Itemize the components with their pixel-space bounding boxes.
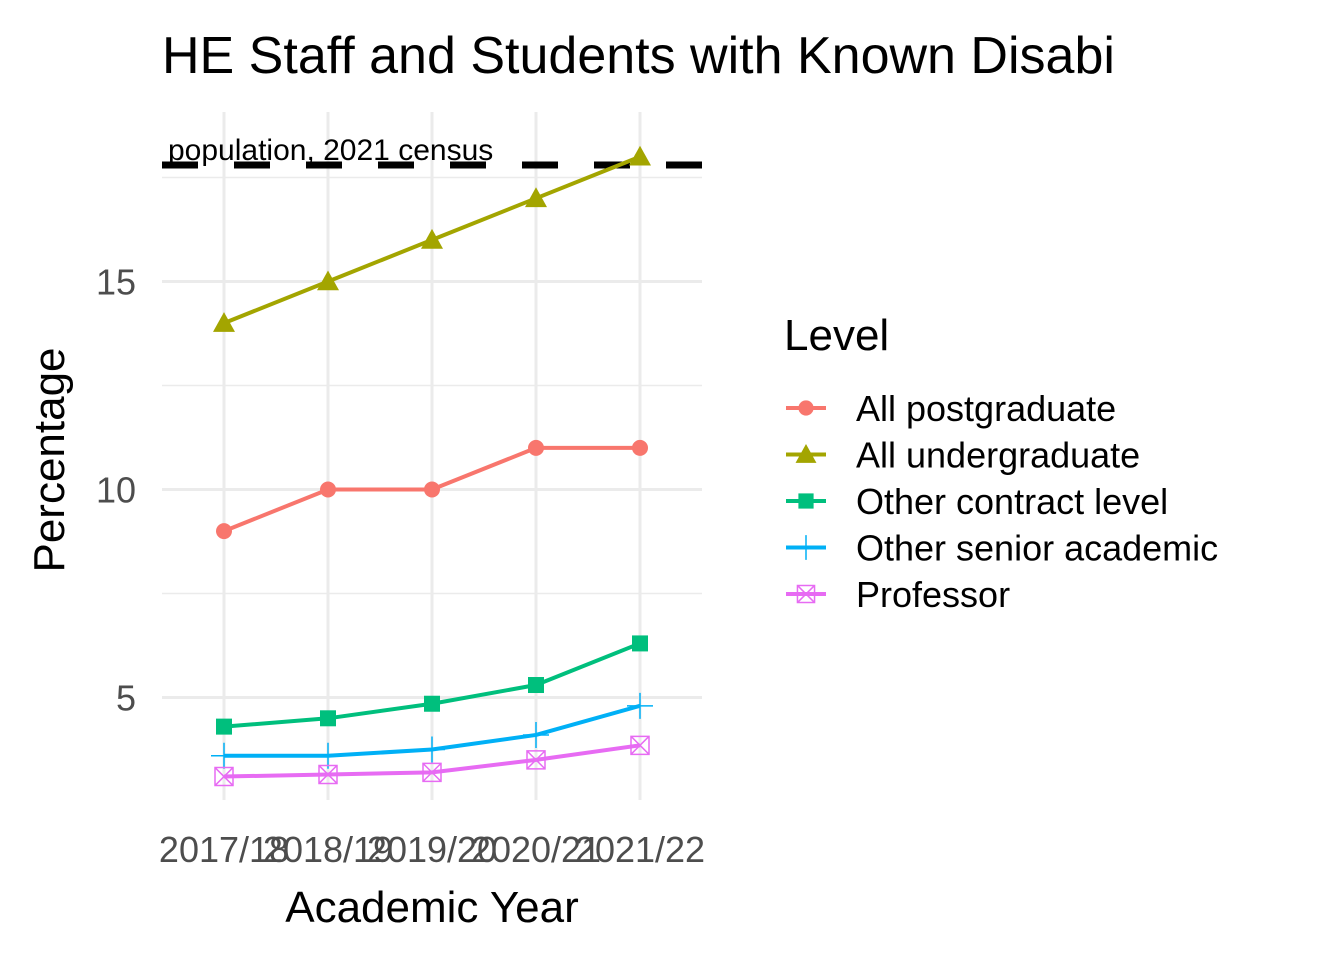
data-point-professor bbox=[318, 764, 338, 785]
data-point-all-undergraduate bbox=[317, 270, 339, 291]
data-point-other-senior-academic bbox=[523, 721, 549, 748]
series-other-senior-academic bbox=[211, 692, 653, 769]
data-point-all-undergraduate bbox=[213, 312, 235, 332]
series-group bbox=[211, 145, 653, 787]
x-tick-label: 2018/19 bbox=[263, 829, 393, 870]
data-point-professor bbox=[214, 766, 234, 787]
data-point-professor bbox=[630, 735, 650, 756]
legend-item: All undergraduate bbox=[786, 435, 1140, 476]
x-tick-label: 2020/21 bbox=[471, 829, 601, 870]
series-all-postgraduate bbox=[216, 439, 648, 540]
legend-key-marker bbox=[793, 535, 819, 560]
data-point-professor bbox=[526, 750, 546, 770]
data-point-other-senior-academic bbox=[627, 692, 653, 719]
data-point-other-senior-academic bbox=[315, 742, 341, 769]
data-point-all-undergraduate bbox=[421, 228, 443, 249]
legend-label: All undergraduate bbox=[856, 435, 1140, 476]
series-all-undergraduate bbox=[213, 145, 651, 332]
x-tick-label: 2017/18 bbox=[159, 829, 289, 870]
y-axis-ticks: 5 10 15 bbox=[96, 262, 136, 719]
data-point-all-postgraduate bbox=[424, 481, 440, 498]
y-tick-label: 10 bbox=[96, 470, 136, 511]
data-point-all-postgraduate bbox=[632, 439, 648, 456]
legend-item: Professor bbox=[786, 574, 1010, 615]
y-axis-title: Percentage bbox=[25, 347, 74, 572]
series-professor bbox=[214, 735, 650, 787]
y-tick-label: 15 bbox=[96, 262, 136, 303]
data-point-other-contract-level bbox=[528, 677, 544, 694]
series-other-contract-level bbox=[216, 635, 648, 735]
x-axis-title: Academic Year bbox=[285, 883, 579, 932]
legend-label: Other senior academic bbox=[856, 528, 1218, 569]
legend-key-marker bbox=[795, 444, 817, 463]
data-point-other-contract-level bbox=[632, 635, 648, 652]
legend-key-marker bbox=[796, 584, 816, 604]
legend-item: All postgraduate bbox=[786, 388, 1116, 429]
legend-label: Other contract level bbox=[856, 481, 1168, 522]
chart-title: HE Staff and Students with Known Disabi bbox=[162, 27, 1115, 85]
x-tick-label: 2021/22 bbox=[575, 829, 705, 870]
data-point-all-undergraduate bbox=[629, 145, 651, 166]
legend-item: Other senior academic bbox=[786, 528, 1218, 569]
legend-label: Professor bbox=[856, 574, 1010, 615]
data-point-other-contract-level bbox=[216, 718, 232, 735]
y-tick-label: 5 bbox=[116, 678, 136, 719]
data-point-other-senior-academic bbox=[211, 742, 237, 769]
data-point-professor bbox=[422, 762, 442, 783]
legend-item: Other contract level bbox=[786, 481, 1168, 522]
reference-line-group: population, 2021 census bbox=[162, 134, 702, 169]
data-point-other-senior-academic bbox=[419, 736, 445, 763]
data-point-other-contract-level bbox=[424, 695, 440, 712]
data-point-all-postgraduate bbox=[320, 481, 336, 498]
legend-key-marker bbox=[798, 493, 814, 509]
data-point-all-undergraduate bbox=[525, 187, 547, 208]
legend-key-marker bbox=[798, 400, 814, 416]
data-point-all-postgraduate bbox=[216, 523, 232, 540]
data-point-all-postgraduate bbox=[528, 439, 544, 456]
x-tick-label: 2019/20 bbox=[367, 829, 497, 870]
reference-line-label: population, 2021 census bbox=[168, 134, 493, 167]
legend-label: All postgraduate bbox=[856, 388, 1116, 429]
legend: Level All postgraduate All undergraduate O… bbox=[784, 311, 1218, 615]
data-point-other-contract-level bbox=[320, 710, 336, 727]
legend-title: Level bbox=[784, 311, 889, 360]
